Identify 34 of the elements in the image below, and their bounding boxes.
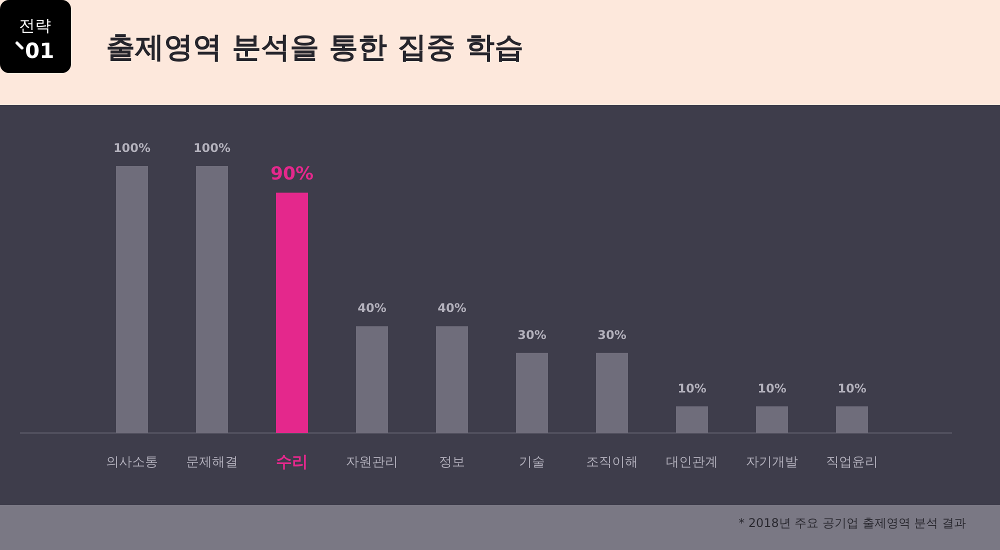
bar xyxy=(756,406,788,433)
bar xyxy=(196,166,228,433)
bar xyxy=(596,352,628,433)
x-tick-label: 정보 xyxy=(439,455,465,470)
data-label: 30% xyxy=(518,328,546,342)
data-label: 100% xyxy=(193,141,231,155)
data-label: 30% xyxy=(598,328,626,342)
data-label: 40% xyxy=(358,301,386,316)
bar xyxy=(116,166,148,433)
x-tick-label: 의사소통 xyxy=(106,455,158,470)
bar xyxy=(356,326,388,433)
x-tick-label: 수리 xyxy=(276,452,308,471)
bar xyxy=(436,326,468,433)
text: * 2018년 주요 공기업 출제영역 분석 결과 xyxy=(738,516,966,530)
bar xyxy=(836,406,868,433)
data-label: 10% xyxy=(678,381,706,396)
data-label: 10% xyxy=(838,381,866,396)
bar xyxy=(276,192,308,433)
text: 전략 xyxy=(19,16,51,35)
data-label: 90% xyxy=(270,164,314,185)
x-tick-label: 기술 xyxy=(519,455,545,470)
x-tick-label: 자원관리 xyxy=(346,455,398,470)
data-label: 10% xyxy=(758,381,786,396)
x-tick-label: 자기개발 xyxy=(746,455,798,470)
text: 01 xyxy=(25,39,54,63)
x-tick-label: 조직이해 xyxy=(586,455,638,470)
x-tick-label: 직업윤리 xyxy=(826,455,878,470)
data-label: 40% xyxy=(438,301,466,316)
chart-title: 출제영역 분석을 통한 집중 학습 xyxy=(106,30,524,64)
data-label: 100% xyxy=(113,141,151,155)
bar xyxy=(516,352,548,433)
x-tick-label: 문제해결 xyxy=(186,455,238,470)
x-tick-label: 대인관계 xyxy=(666,455,718,470)
bar xyxy=(676,406,708,433)
